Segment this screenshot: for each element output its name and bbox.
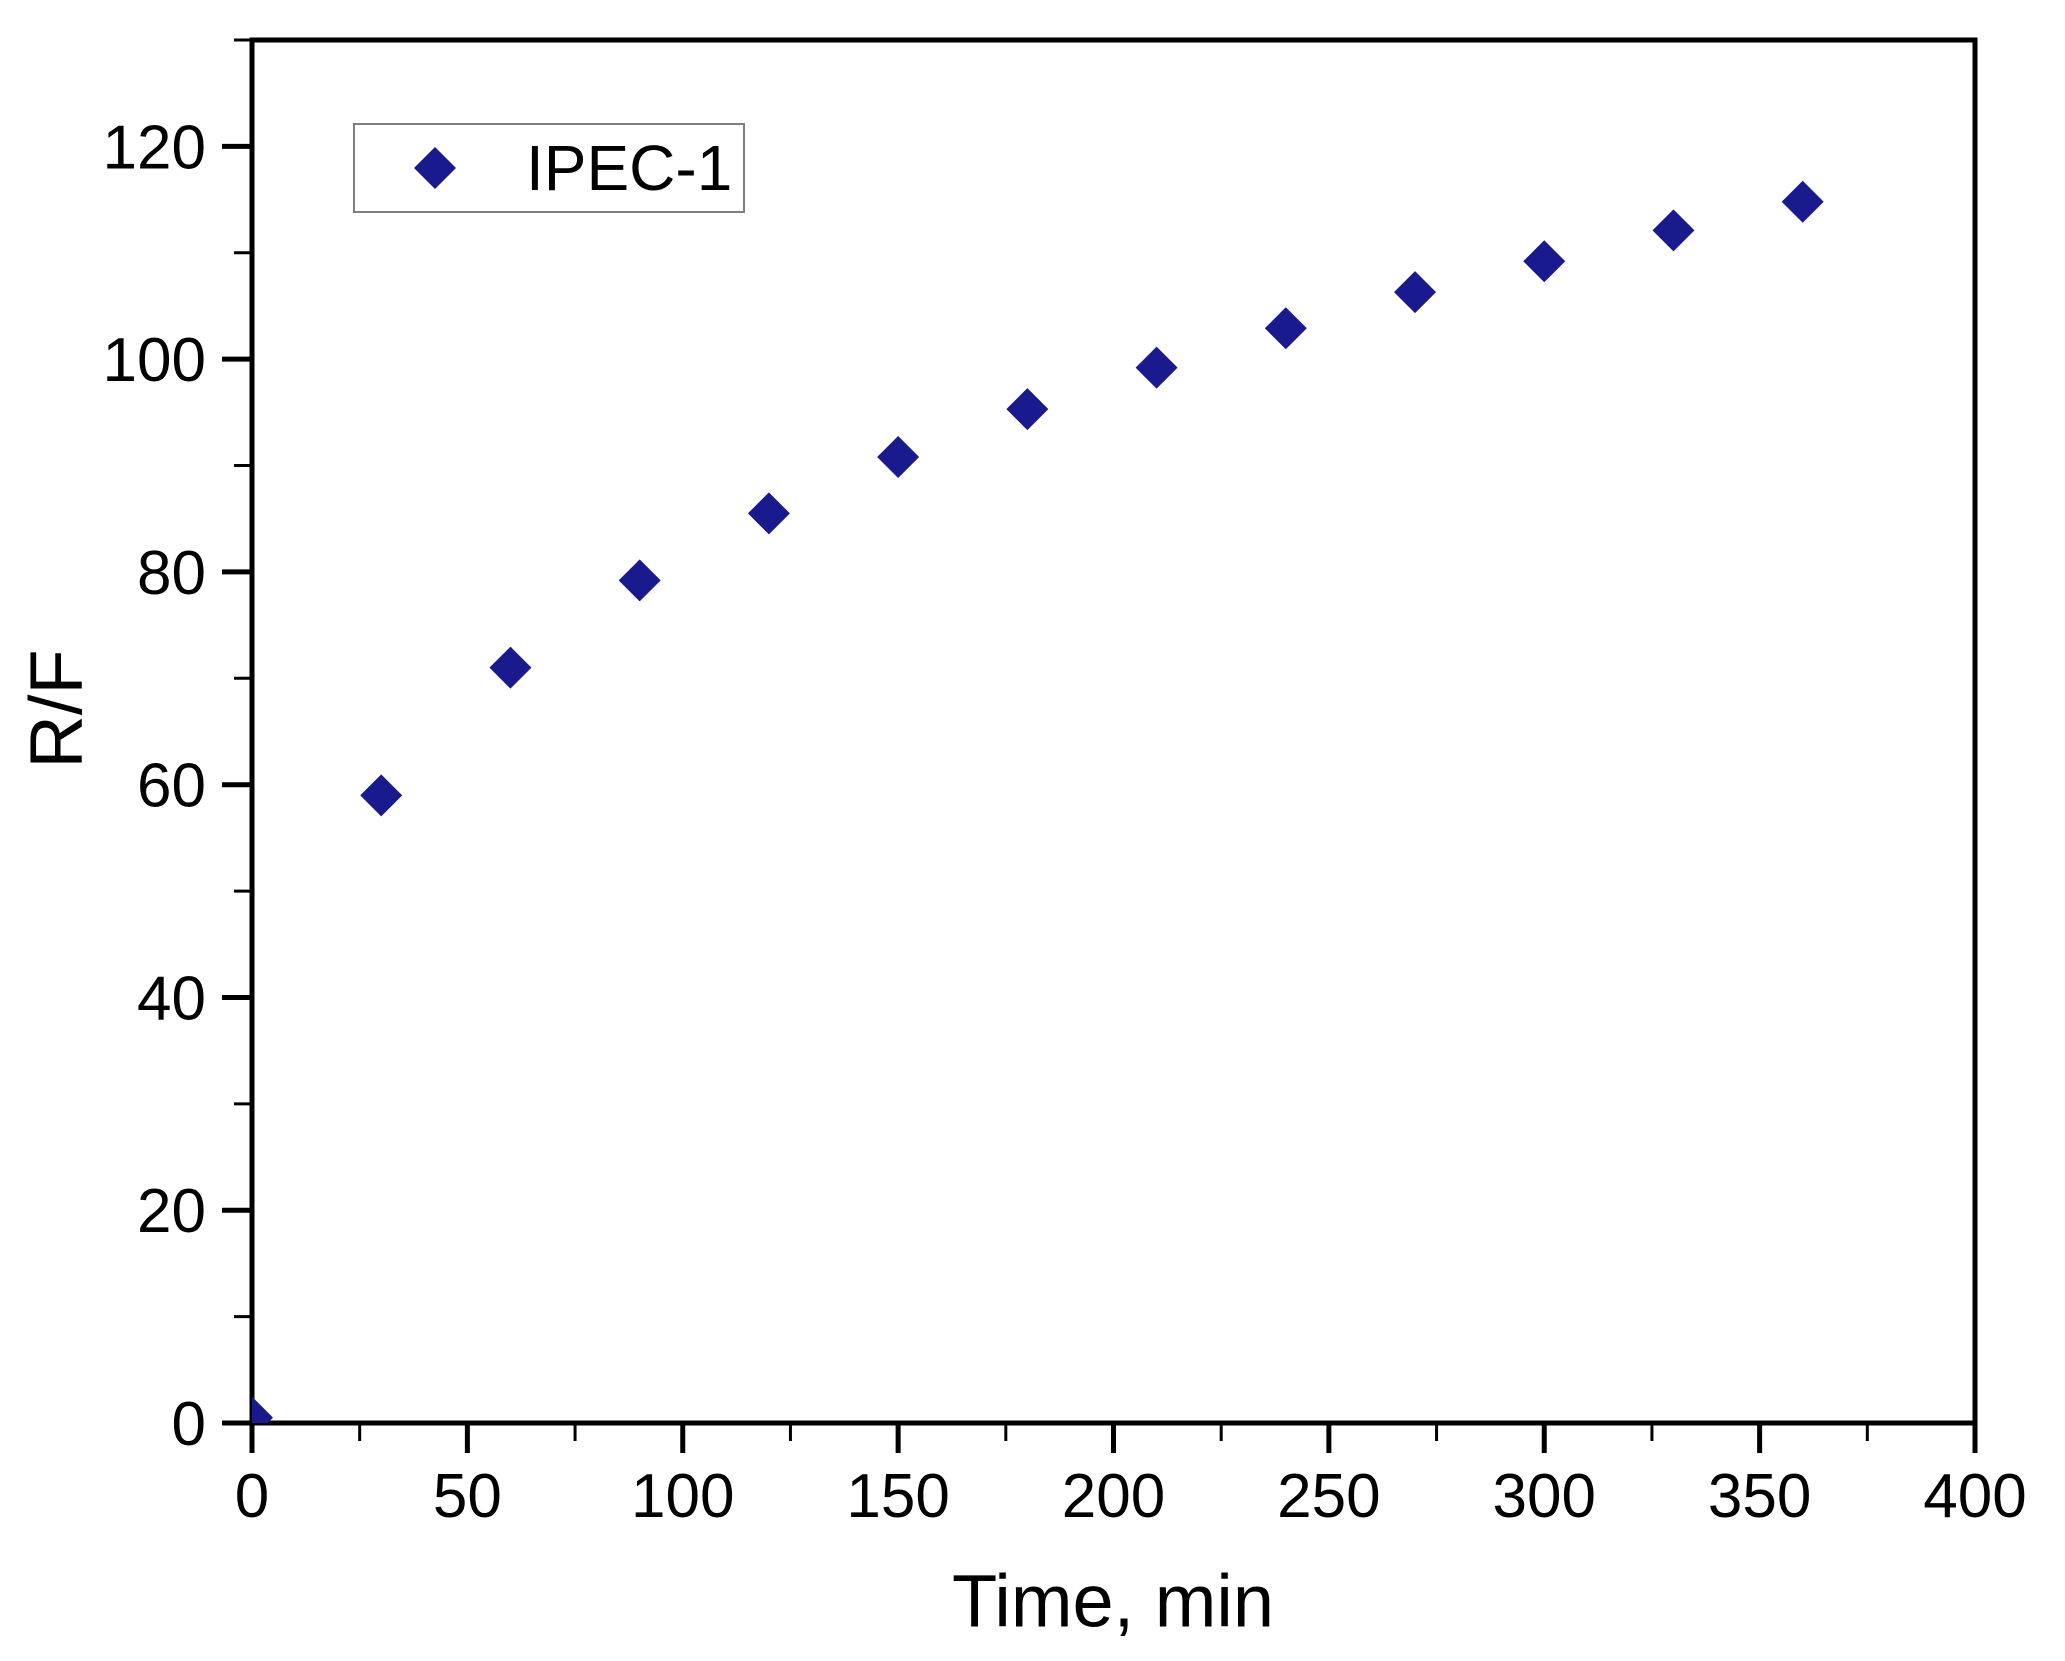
x-tick-label: 50	[433, 1462, 502, 1531]
y-tick-label: 120	[103, 113, 206, 182]
y-tick-label: 100	[103, 326, 206, 395]
x-axis-title: Time, min	[951, 1559, 1275, 1643]
y-axis-title: R/F	[14, 649, 98, 769]
data-points-group	[252, 180, 1824, 1423]
legend-box: IPEC-1	[353, 123, 745, 213]
data-point	[1264, 307, 1307, 350]
data-point	[1781, 180, 1824, 223]
data-point	[618, 559, 661, 602]
diamond-marker-icon	[414, 147, 456, 189]
data-point	[1394, 271, 1437, 314]
x-tick-label: 0	[235, 1462, 269, 1531]
data-point	[1006, 388, 1049, 431]
y-tick-label: 40	[137, 964, 206, 1033]
data-point	[747, 492, 790, 535]
legend-label: IPEC-1	[526, 132, 733, 204]
x-tick-label: 200	[1062, 1462, 1165, 1531]
y-tick-label: 60	[137, 752, 206, 821]
data-point	[877, 436, 920, 479]
x-tick-label: 150	[846, 1462, 949, 1531]
y-tick-label: 0	[172, 1390, 206, 1459]
data-point	[1135, 346, 1178, 389]
x-tick-label: 400	[1923, 1462, 2026, 1531]
x-tick-label: 350	[1708, 1462, 1811, 1531]
x-tick-label: 250	[1277, 1462, 1380, 1531]
x-tick-label: 100	[631, 1462, 734, 1531]
y-tick-label: 80	[137, 539, 206, 608]
x-tick-label: 300	[1493, 1462, 1596, 1531]
plot-border	[249, 37, 1978, 1426]
legend-diamond-icon	[414, 147, 456, 189]
data-point	[1523, 240, 1566, 283]
data-point	[1652, 209, 1695, 252]
data-point	[489, 646, 532, 689]
y-tick-label: 20	[137, 1177, 206, 1246]
data-point	[360, 774, 403, 817]
data-point	[252, 1396, 273, 1423]
